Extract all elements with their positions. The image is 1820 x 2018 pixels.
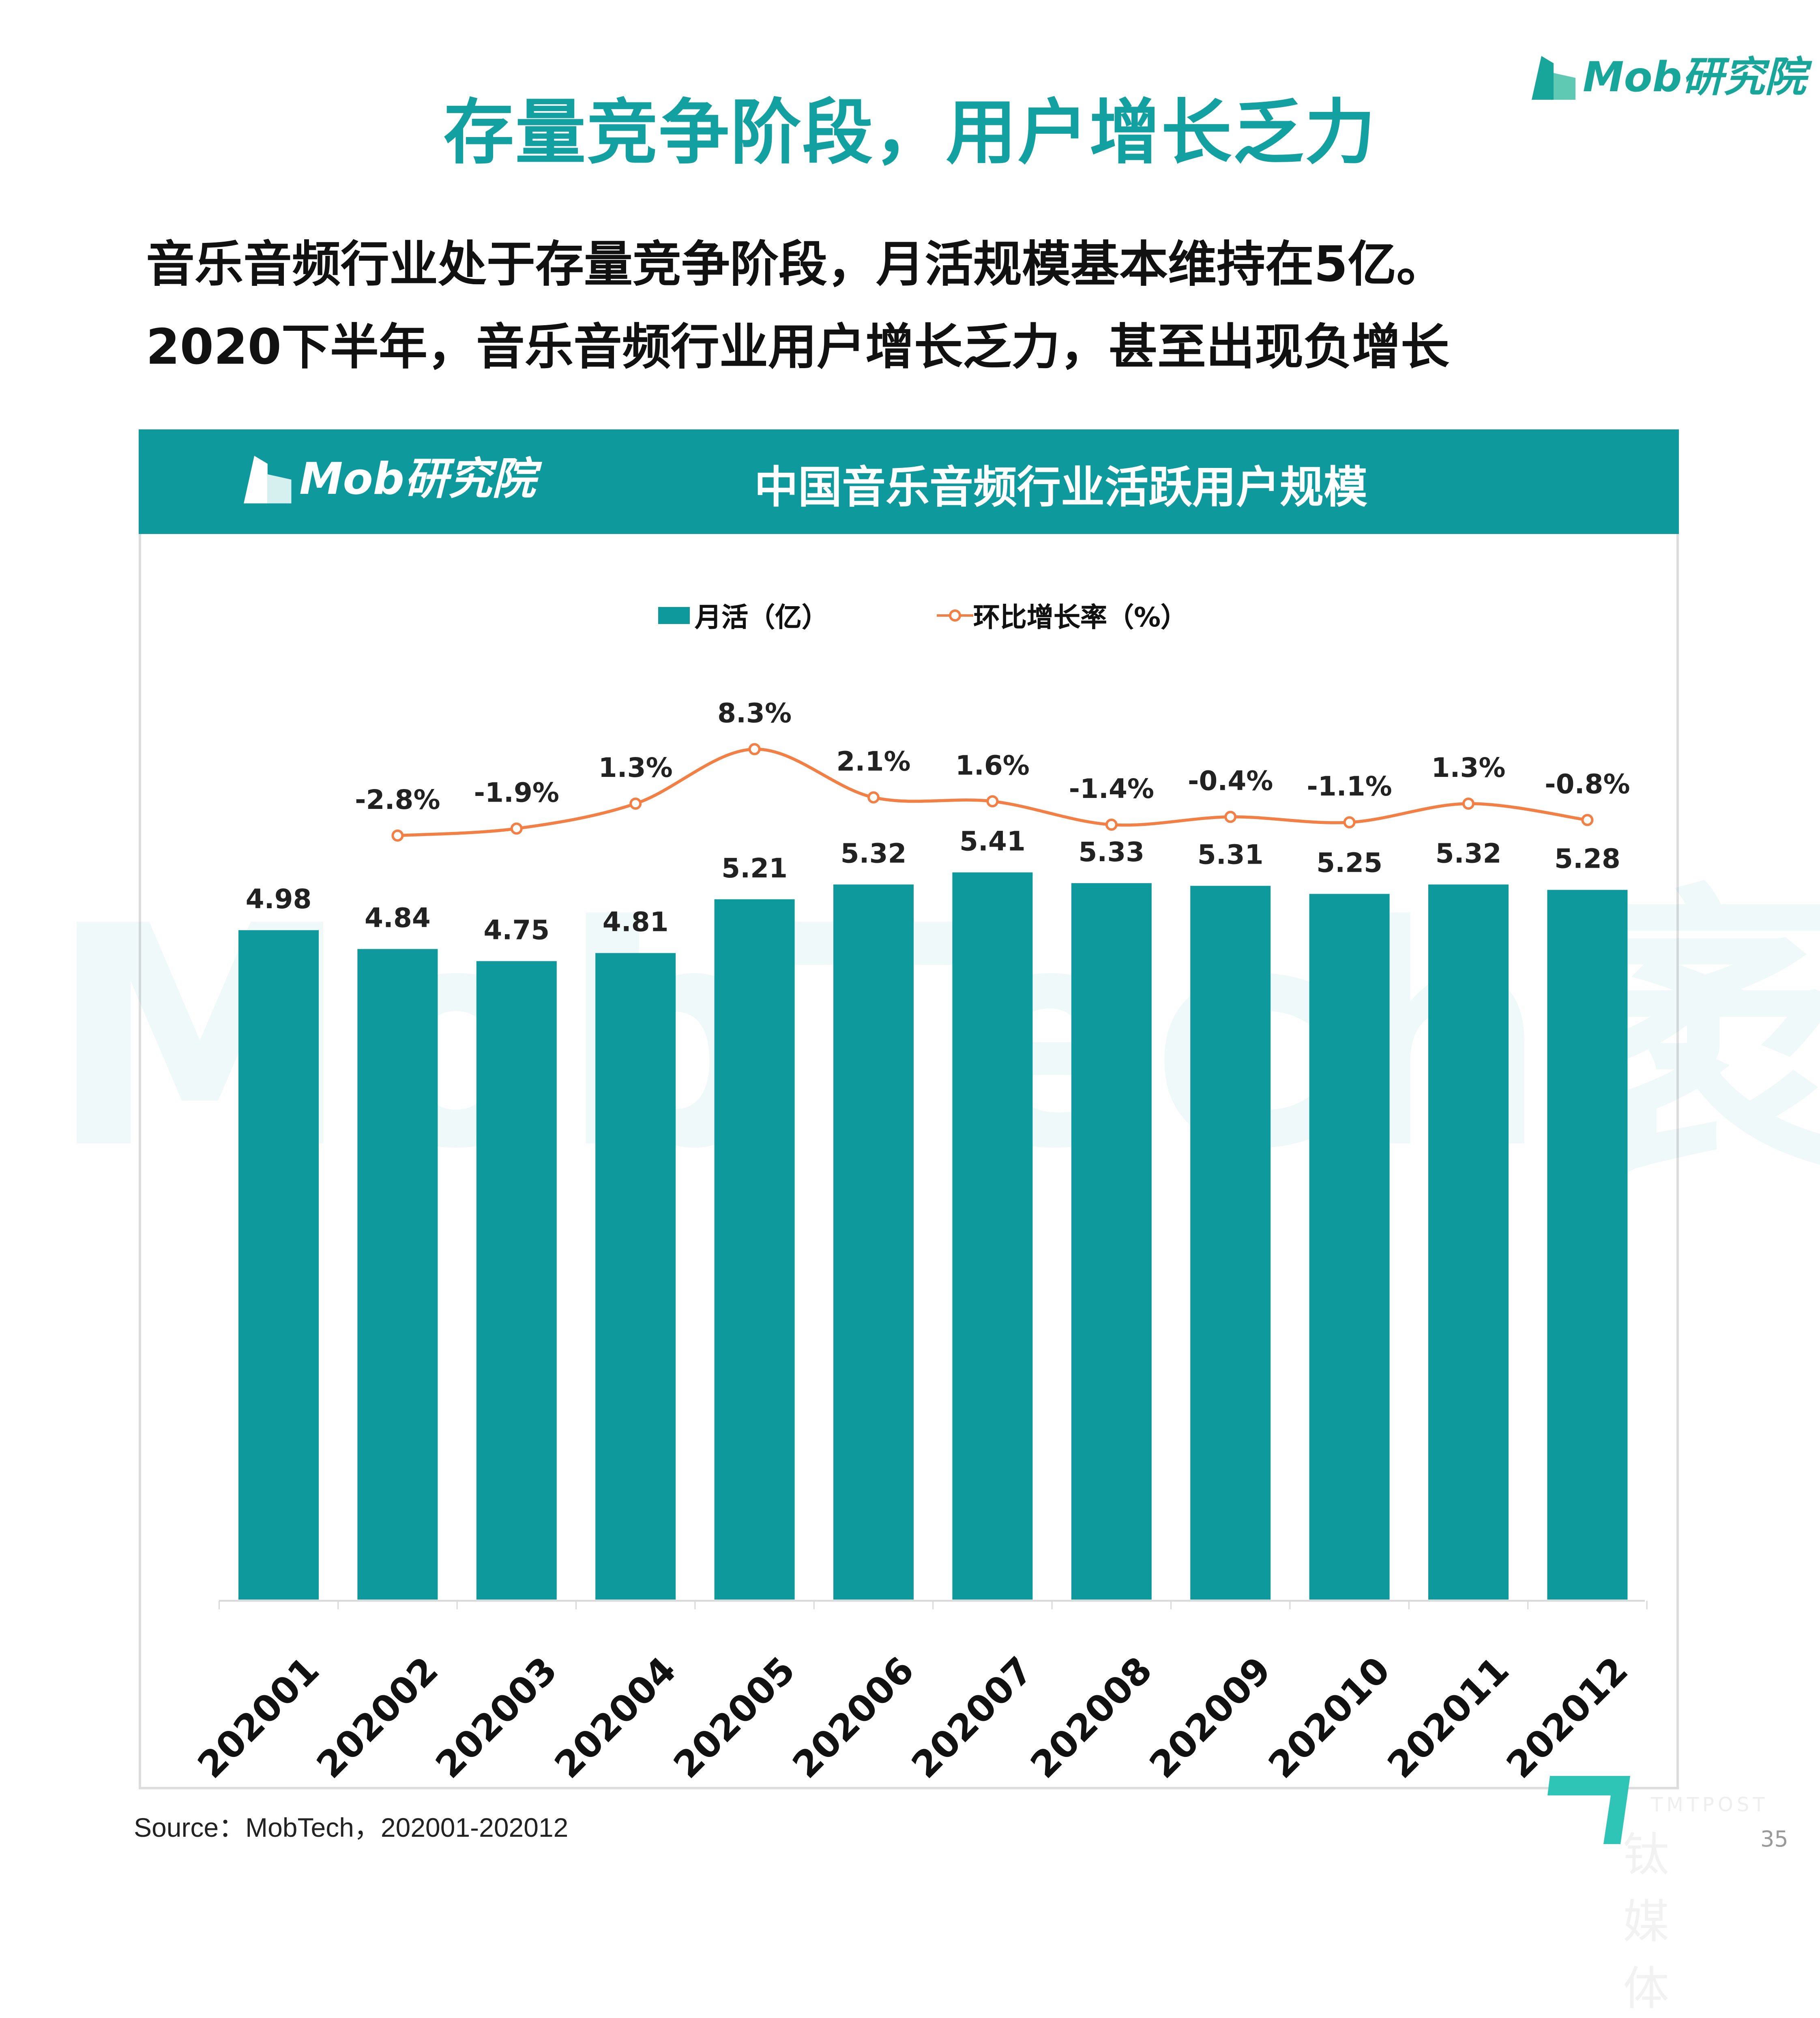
bar [1190, 886, 1271, 1600]
growth-label: 1.3% [1431, 752, 1505, 783]
x-tick-label: 202005 [665, 1649, 803, 1786]
panel-logo: Mob研究院 [238, 444, 536, 507]
bar [714, 899, 795, 1600]
brand-en: TMTPOST [1651, 1793, 1768, 1816]
bar [1547, 890, 1628, 1600]
growth-label: -0.8% [1545, 768, 1630, 800]
bar [952, 872, 1033, 1600]
legend-bar-swatch [658, 607, 690, 624]
growth-point [1581, 814, 1594, 826]
x-tick-label: 202008 [1022, 1649, 1160, 1786]
x-tick-label: 202006 [785, 1649, 923, 1786]
growth-point [1105, 818, 1118, 831]
mob-logo-text: Mob研究院 [1583, 54, 1806, 102]
growth-point [1462, 798, 1474, 810]
bar [357, 949, 438, 1600]
legend-line: 环比增长率（%） [937, 596, 1187, 635]
page-number: 35 [1760, 1827, 1788, 1853]
x-tick-label: 202011 [1380, 1649, 1517, 1786]
legend-line-label: 环比增长率（%） [973, 603, 1188, 634]
source-note: Source：MobTech，202001-202012 [134, 1812, 569, 1843]
growth-label: 8.3% [717, 698, 792, 729]
growth-point [748, 743, 761, 755]
legend-line-swatch [937, 609, 973, 622]
growth-label: 2.1% [836, 746, 910, 777]
growth-point [629, 798, 642, 810]
growth-label: 1.6% [955, 750, 1030, 781]
bar-label: 4.98 [246, 884, 312, 915]
chart-title: 中国音乐音频行业活跃用户规模 [754, 463, 1368, 513]
bar [833, 884, 914, 1600]
growth-label: -0.4% [1188, 766, 1273, 797]
tmtpost-logo: TMTPOST 钛媒体 35 [1535, 1774, 1788, 2016]
growth-label: -1.9% [474, 777, 559, 808]
bar [1428, 884, 1509, 1600]
legend-bar: 月活（亿） [658, 596, 828, 635]
bar [1309, 894, 1390, 1600]
building-icon [244, 456, 292, 504]
bar-label: 4.75 [483, 914, 549, 946]
growth-point [1224, 811, 1237, 823]
bar [1071, 883, 1152, 1600]
page-title: 存量竞争阶段，用户增长乏力 [443, 91, 1377, 174]
bar [476, 961, 557, 1600]
growth-label: -2.8% [355, 784, 440, 815]
growth-label: -1.1% [1307, 771, 1392, 802]
bar-label: 5.33 [1078, 836, 1144, 868]
subtitle-line-1: 音乐音频行业处于存量竞争阶段，月活规模基本维持在5亿。 [146, 237, 1445, 293]
bar-label: 5.32 [841, 838, 907, 869]
chart-header [139, 429, 1679, 534]
growth-point [986, 795, 999, 808]
x-tick-label: 202010 [1260, 1649, 1398, 1786]
legend-bar-label: 月活（亿） [695, 603, 829, 634]
growth-label: 1.3% [599, 752, 673, 783]
growth-point [391, 829, 404, 842]
bar-label: 5.28 [1554, 843, 1620, 875]
bar [238, 930, 319, 1600]
bar-label: 5.41 [959, 826, 1026, 857]
mob-logo: Mob研究院 [1527, 44, 1806, 103]
panel-logo-text: Mob研究院 [299, 455, 536, 505]
bar-label: 4.84 [365, 903, 431, 934]
bar-label: 5.32 [1436, 838, 1502, 869]
bar-label: 5.25 [1316, 847, 1382, 879]
tmtpost-icon [1547, 1776, 1630, 1844]
growth-label: -1.4% [1069, 773, 1154, 804]
x-tick-label: 202003 [427, 1649, 565, 1786]
building-icon [1532, 55, 1575, 99]
bar-label: 5.31 [1198, 839, 1264, 871]
x-tick-label: 202004 [547, 1649, 685, 1786]
chart-svg: 4.98 202001 4.84 202002 4.75 202003 4.81 202004… [190, 698, 1648, 1786]
growth-point [1343, 816, 1356, 829]
growth-point [867, 791, 880, 804]
bar [595, 953, 676, 1600]
x-tick-label: 202012 [1498, 1649, 1636, 1786]
x-tick-label: 202009 [1142, 1649, 1279, 1786]
slide: 存量竞争阶段，用户增长乏力 Mob研究院 音乐音频行业处于存量竞争阶段，月活规模… [49, 44, 1820, 2016]
brand-cn: 钛媒体 [1623, 1828, 1670, 2016]
x-tick-label: 202001 [190, 1649, 328, 1786]
x-tick-label: 202002 [309, 1649, 446, 1786]
bar-label: 5.21 [721, 853, 788, 884]
growth-point [510, 822, 523, 835]
watermark: MobTech袤博 [49, 861, 1820, 1215]
x-tick-label: 202007 [904, 1649, 1041, 1786]
subtitle-line-2: 2020下半年，音乐音频行业用户增长乏力，甚至出现负增长 [146, 320, 1449, 376]
bar-label: 4.81 [603, 906, 669, 937]
